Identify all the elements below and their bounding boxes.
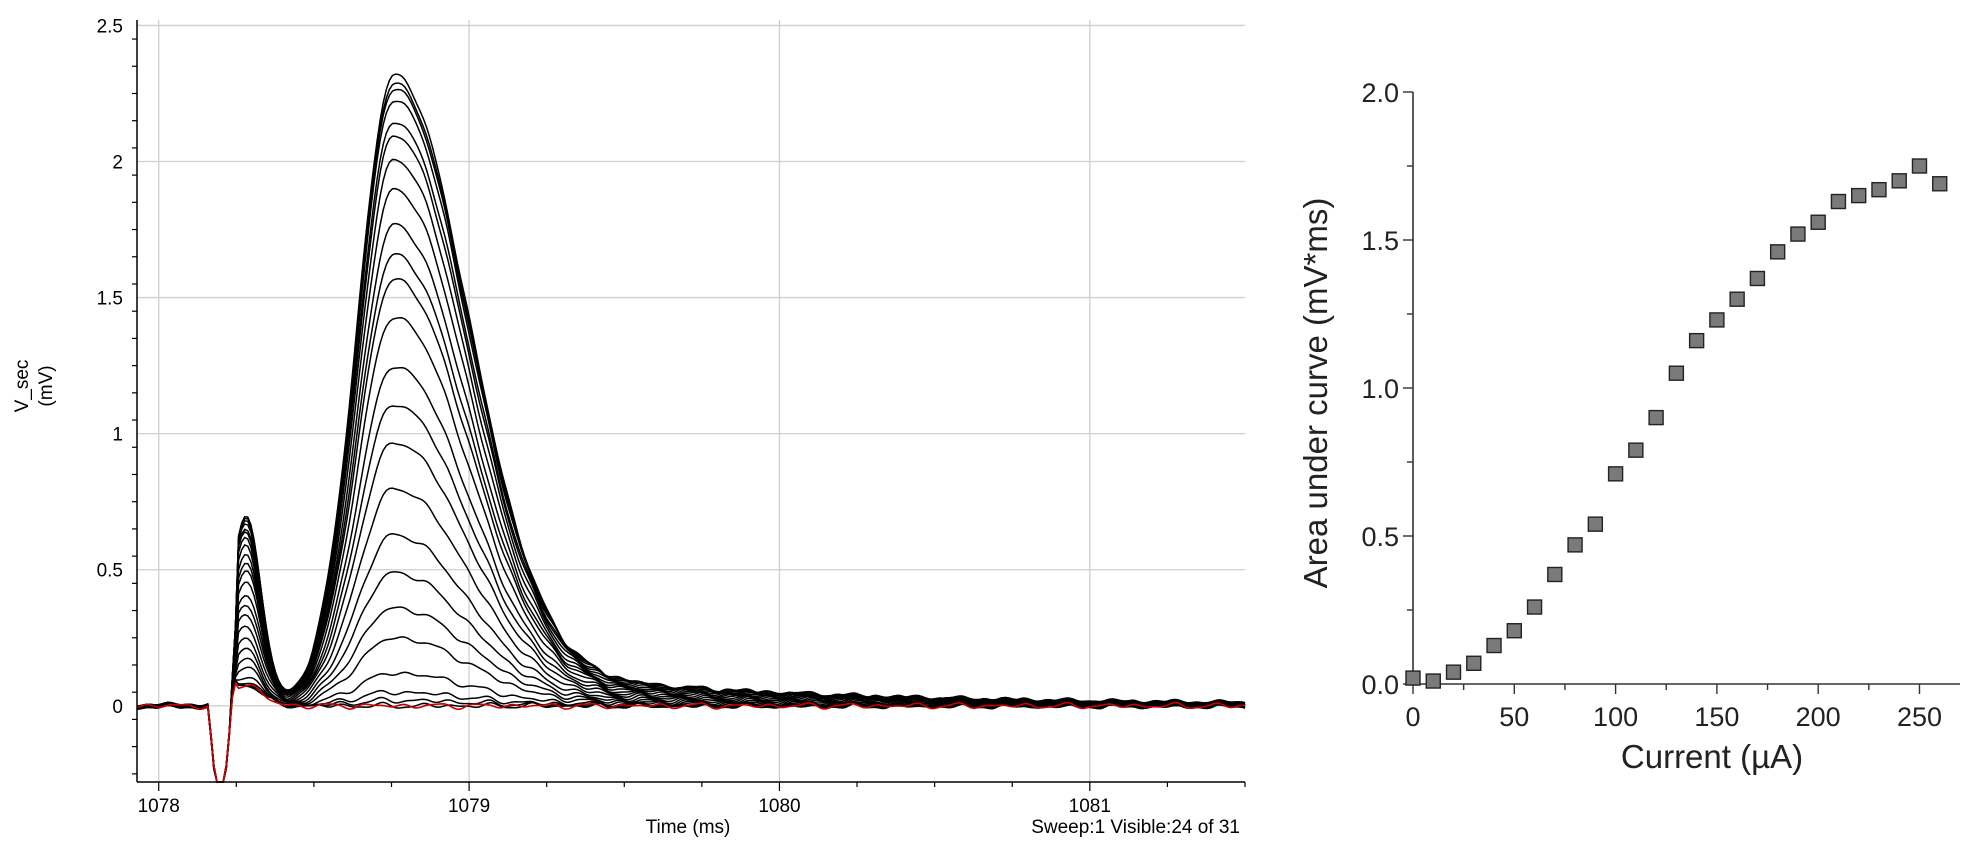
right-ticks: 0 50 100 150 200 250 0.0 0.5 1.0 1.5 2.0	[1361, 78, 1942, 732]
right-x-tick-label-4: 200	[1796, 702, 1841, 732]
data-point-21	[1830, 193, 1847, 210]
data-point-25	[1911, 158, 1928, 174]
data-point-5	[1506, 623, 1522, 639]
trace-9	[136, 442, 1246, 783]
trace-12	[136, 317, 1246, 783]
data-point-11	[1628, 442, 1644, 458]
left-x-axis-label: Time (ms)	[646, 817, 731, 838]
right-y-tick-label-1: 0.5	[1361, 522, 1399, 552]
left-x-tick-label-1: 1079	[448, 796, 490, 817]
data-point-12	[1648, 409, 1664, 426]
right-y-tick-label-0: 0.0	[1361, 670, 1399, 700]
right-y-tick-label-3: 1.5	[1361, 226, 1399, 256]
data-point-13	[1668, 365, 1685, 381]
data-point-26	[1932, 176, 1948, 192]
data-point-23	[1871, 181, 1887, 198]
trace-11	[136, 366, 1246, 783]
data-point-24	[1891, 173, 1907, 189]
data-point-8	[1567, 537, 1583, 553]
left-y-tick-label-2: 1	[112, 425, 123, 446]
left-y-tick-label-4: 2	[112, 153, 123, 174]
trace-highlight	[136, 681, 1246, 783]
area-scatter-chart: 0 50 100 150 200 250 0.0 0.5 1.0 1.5 2.0 Current (…	[1297, 78, 1960, 775]
data-point-4	[1486, 637, 1502, 654]
trace-7	[136, 532, 1246, 783]
data-point-6	[1526, 599, 1543, 615]
data-point-7	[1547, 566, 1563, 583]
left-y-tick-label-1: 0.5	[97, 561, 123, 582]
left-y-axis-label: V_sec	[12, 360, 33, 413]
left-x-tick-label-2: 1080	[758, 796, 800, 817]
data-point-1	[1425, 673, 1441, 689]
data-point-20	[1810, 214, 1826, 230]
right-x-tick-label-0: 0	[1405, 702, 1420, 732]
right-x-tick-label-2: 100	[1593, 702, 1638, 732]
data-point-3	[1466, 655, 1482, 671]
voltage-trace-chart: 1078 1079 1080 1081 0 0.5 1 1.5 2 2.5 Time (ms) S…	[12, 16, 1246, 838]
data-point-10	[1607, 466, 1624, 482]
left-traces	[136, 73, 1246, 783]
right-points	[1405, 158, 1948, 689]
trace-8	[136, 487, 1246, 783]
left-grid	[137, 20, 1245, 782]
trace-23	[136, 73, 1246, 783]
data-point-0	[1405, 670, 1421, 686]
right-x-axis-label: Current (µA)	[1621, 738, 1803, 775]
data-point-14	[1688, 332, 1705, 349]
data-point-9	[1587, 516, 1604, 532]
left-y-axis-unit: (mV)	[36, 365, 57, 406]
left-y-tick-label-0: 0	[112, 697, 123, 718]
right-x-tick-label-3: 150	[1694, 702, 1739, 732]
data-point-18	[1769, 244, 1786, 260]
data-point-17	[1749, 270, 1766, 287]
data-point-2	[1445, 664, 1462, 680]
left-status-text: Sweep:1 Visible:24 of 31	[1031, 817, 1240, 838]
left-x-tick-label-0: 1078	[138, 796, 180, 817]
trace-10	[136, 405, 1246, 783]
right-x-tick-label-5: 250	[1897, 702, 1942, 732]
right-y-axis-label: Area under curve (mV*ms)	[1297, 198, 1334, 589]
data-point-19	[1790, 226, 1806, 242]
right-x-tick-label-1: 50	[1499, 702, 1529, 732]
left-y-tick-label-3: 1.5	[97, 289, 123, 310]
right-y-tick-label-4: 2.0	[1361, 78, 1399, 108]
data-point-22	[1851, 187, 1867, 204]
right-axes	[1403, 91, 1960, 694]
data-point-15	[1709, 312, 1725, 328]
left-x-tick-label-3: 1081	[1069, 796, 1111, 817]
right-y-tick-label-2: 1.0	[1361, 374, 1399, 404]
left-axes	[132, 20, 1246, 791]
trace-4	[136, 636, 1246, 783]
data-point-16	[1729, 291, 1745, 307]
left-y-tick-label-5: 2.5	[97, 16, 123, 37]
left-ticks: 1078 1079 1080 1081 0 0.5 1 1.5 2 2.5	[97, 16, 1111, 817]
